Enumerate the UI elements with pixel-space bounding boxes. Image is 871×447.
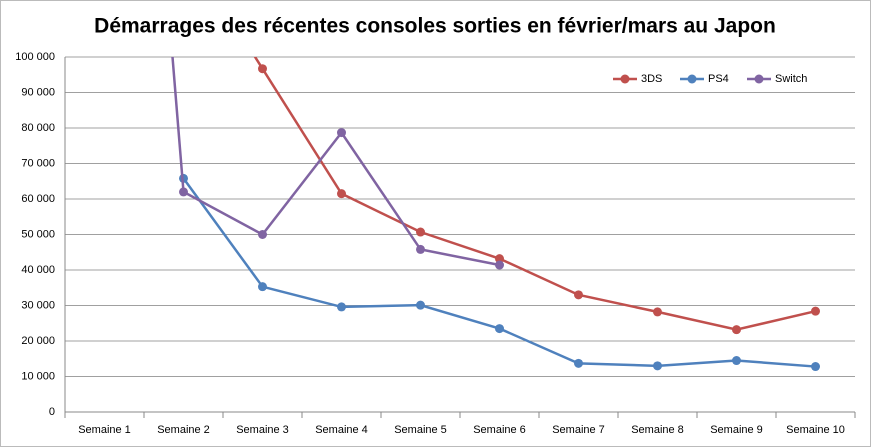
x-tick-label: Semaine 2 (157, 424, 210, 436)
x-tick-label: Semaine 9 (710, 424, 763, 436)
x-tick-label: Semaine 3 (236, 424, 289, 436)
legend-marker (754, 74, 764, 84)
data-point (258, 230, 267, 239)
data-point (337, 189, 346, 199)
data-point (495, 254, 504, 264)
legend-marker (620, 74, 630, 84)
y-tick-label: 70 000 (21, 157, 55, 169)
data-point (337, 302, 346, 312)
data-point (416, 227, 425, 237)
x-tick-label: Semaine 7 (552, 424, 605, 436)
data-point (337, 128, 346, 138)
data-point (416, 244, 425, 254)
chart-title: Démarrages des récentes consoles sorties… (94, 15, 776, 38)
y-tick-label: 100 000 (15, 51, 55, 63)
x-tick-label: Semaine 1 (78, 424, 131, 436)
x-tick-label: Semaine 6 (473, 424, 526, 436)
y-tick-label: 0 (49, 406, 55, 418)
data-point (495, 324, 504, 334)
plot-area (171, 57, 820, 372)
data-point (732, 356, 741, 366)
x-tick-label: Semaine 8 (631, 424, 684, 436)
y-tick-label: 90 000 (21, 86, 55, 98)
x-tick-label: Semaine 5 (394, 424, 447, 436)
y-tick-label: 50 000 (21, 228, 55, 240)
data-point (574, 358, 583, 368)
data-point (653, 307, 662, 317)
data-point (258, 282, 267, 292)
data-point (258, 64, 267, 74)
y-tick-label: 80 000 (21, 122, 55, 134)
series-line (171, 57, 500, 267)
data-point (574, 290, 583, 300)
x-tick-label: Semaine 10 (786, 424, 845, 436)
legend-marker (687, 74, 697, 84)
data-point (495, 260, 504, 270)
x-tick-label: Semaine 4 (315, 424, 368, 436)
y-tick-label: 60 000 (21, 193, 55, 205)
y-tick-label: 40 000 (21, 264, 55, 276)
data-point (416, 300, 425, 310)
y-tick-label: 20 000 (21, 335, 55, 347)
data-point (179, 187, 188, 197)
legend-label: Switch (775, 73, 807, 85)
legend-label: PS4 (708, 73, 729, 85)
data-point (811, 362, 820, 372)
legend-label: 3DS (641, 73, 662, 85)
data-point (732, 325, 741, 335)
data-point (653, 361, 662, 371)
data-point (811, 306, 820, 316)
y-tick-label: 10 000 (21, 370, 55, 382)
y-tick-label: 30 000 (21, 299, 55, 311)
